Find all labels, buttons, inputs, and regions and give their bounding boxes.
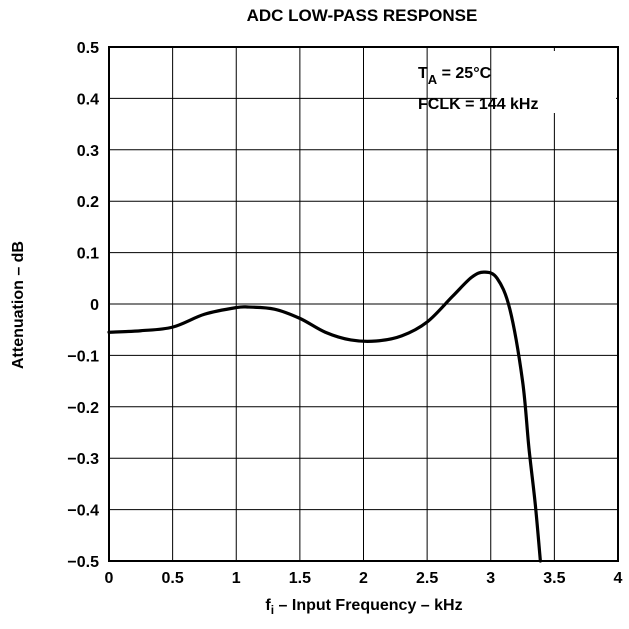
x-tick-label: 1 (232, 570, 241, 587)
y-tick-labels: 0.5 0.4 0.3 0.2 0.1 0 −0.1 −0.2 −0.3 −0.4 −0.5 (67, 40, 99, 571)
x-tick-label: 3.5 (543, 570, 565, 587)
x-tick-label: 2 (359, 570, 368, 587)
series-line (107, 270, 542, 563)
x-tick-label: 3 (486, 570, 495, 587)
y-tick-label: 0.5 (77, 40, 99, 57)
x-tick-labels: 0 0.5 1 1.5 2 2.5 3 3.5 4 (105, 570, 623, 587)
x-axis-label-main: f (265, 597, 271, 614)
annotation-temperature: TA = 25°C (418, 65, 492, 87)
x-tick-label: 4 (614, 570, 623, 587)
y-tick-label: −0.2 (67, 400, 99, 417)
plot-frame (108, 46, 619, 562)
y-tick-label: −0.1 (67, 348, 99, 365)
x-tick-label: 0 (105, 570, 114, 587)
y-tick-label: 0.3 (77, 143, 99, 160)
y-tick-label: 0.2 (77, 194, 99, 211)
y-tick-label: −0.5 (67, 554, 99, 571)
x-tick-label: 0.5 (162, 570, 184, 587)
grid (108, 46, 619, 562)
annotation-fclk: FCLK = 144 kHz (418, 96, 538, 113)
x-axis-label-rest: – Input Frequency – kHz (274, 597, 463, 614)
y-tick-label: 0.4 (77, 91, 99, 108)
x-axis-label-sub: i (270, 603, 275, 618)
y-tick-label: 0 (90, 297, 99, 314)
annotation-box (497, 51, 616, 113)
chart-title: ADC LOW-PASS RESPONSE (246, 6, 478, 25)
x-tick-label: 1.5 (289, 570, 311, 587)
y-tick-label: −0.4 (67, 503, 99, 520)
y-tick-label: 0.1 (77, 246, 99, 263)
x-axis-label: fi – Input Frequency – kHz (265, 597, 462, 617)
y-tick-label: −0.3 (67, 451, 99, 468)
x-tick-label: 2.5 (416, 570, 438, 587)
